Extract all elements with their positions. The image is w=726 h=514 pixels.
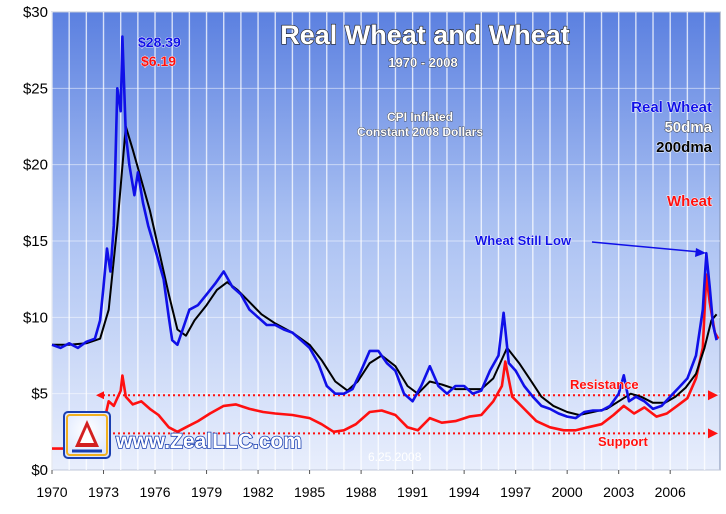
series-line-real-wheat [51,35,718,420]
x-tick-label: 1970 [36,484,67,500]
chart-note-line-1: CPI Inflated [387,110,453,124]
legend-200dma: 200dma [656,139,713,156]
reference-arrow [96,391,104,400]
reference-arrow [708,428,718,439]
legend-50dma: 50dma [664,119,712,136]
chart-title: Real Wheat and Wheat [280,20,570,50]
wheat-still-low-label: Wheat Still Low [475,233,572,248]
x-tick-label: 1997 [500,484,531,500]
reference-arrow [708,390,718,401]
y-tick-label: $0 [31,462,48,479]
peak-nominal-label: $6.19 [141,53,176,69]
y-axis: $0 $5 $10 $15 $20 $25 $30 [23,4,48,479]
chart-note-line-2: Constant 2008 Dollars [357,125,483,139]
y-tick-label: $25 [23,80,48,97]
peak-real-label: $28.39 [138,34,181,50]
x-tick-label: 1991 [397,484,428,500]
arrow-head [695,248,706,257]
x-axis: 1970 1973 1976 1979 1982 1985 1988 1991 1994 1997… [36,470,686,500]
x-tick-label: 1988 [346,484,377,500]
legend-real-wheat: Real Wheat [631,99,712,116]
website-label: www.ZealLLC.com [115,430,302,453]
x-tick-label: 1973 [88,484,119,500]
resistance-label: Resistance [570,377,639,392]
y-tick-label: $15 [23,233,48,250]
x-tick-label: 2003 [603,484,634,500]
y-tick-label: $30 [23,4,48,21]
y-tick-label: $10 [23,309,48,326]
series-group [51,35,720,450]
zeal-logo-icon [63,411,111,459]
x-tick-label: 1994 [449,484,480,500]
wheat-still-low-arrow [591,241,701,253]
x-tick-label: 1979 [191,484,222,500]
x-tick-label: 2006 [655,484,686,500]
date-stamp: 6.25.2008 [368,450,422,464]
x-tick-label: 1982 [242,484,273,500]
grid [51,11,720,471]
chart-subtitle: 1970 - 2008 [388,55,457,70]
x-tick-label: 1976 [139,484,170,500]
legend-wheat: Wheat [667,193,712,210]
y-tick-label: $5 [31,386,48,403]
series-line-wheat [52,273,720,450]
x-tick-label: 1985 [294,484,325,500]
y-tick-label: $20 [23,157,48,174]
support-label: Support [598,434,648,449]
x-tick-label: 2000 [552,484,583,500]
